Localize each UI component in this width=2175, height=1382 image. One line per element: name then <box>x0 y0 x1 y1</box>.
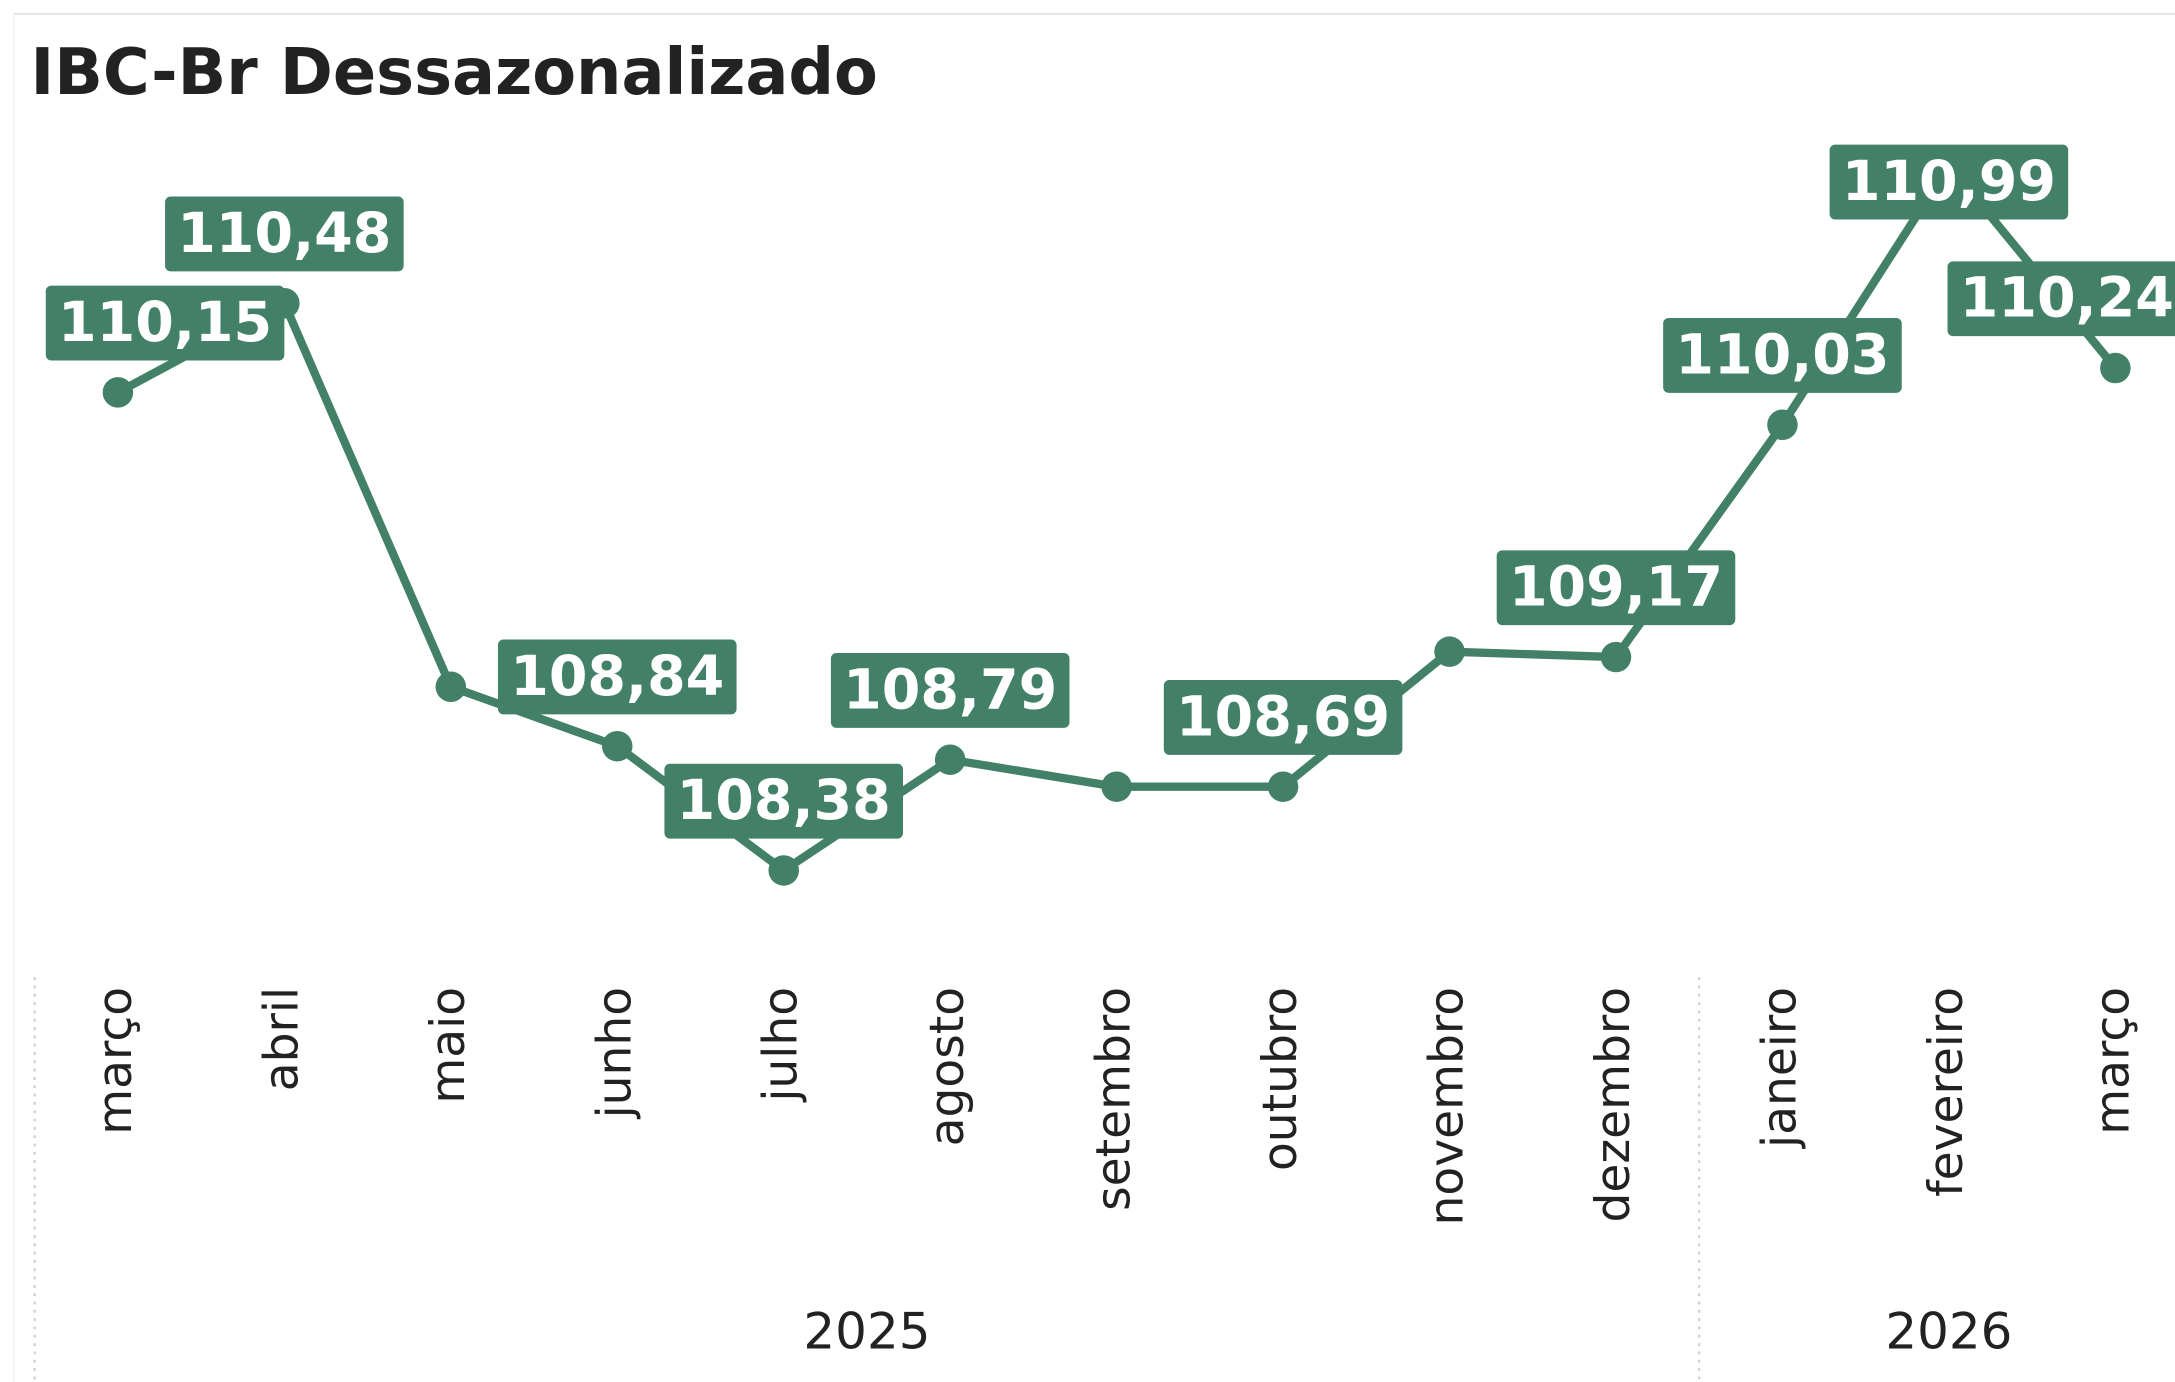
x-tick-label: janeiro <box>1752 987 1807 1149</box>
point <box>1600 641 1632 673</box>
point <box>602 730 633 762</box>
x-tick-label: fevereiro <box>1919 987 1974 1197</box>
x-tick-label: março <box>2085 987 2140 1135</box>
data-label-box <box>1663 318 1902 393</box>
data-label: 109,17 <box>1509 556 1723 620</box>
point <box>1767 409 1798 441</box>
data-label: 110,03 <box>1675 323 1889 387</box>
data-label: 108,79 <box>843 658 1057 722</box>
group-label: 2025 <box>803 1302 930 1360</box>
data-label-box <box>830 652 1070 728</box>
data-label-box <box>664 763 904 839</box>
point <box>1434 636 1465 667</box>
point <box>1267 771 1299 802</box>
x-tick-label: março <box>88 987 143 1135</box>
data-label-box <box>497 639 737 715</box>
data-label: 110,15 <box>58 291 272 355</box>
x-tick-label: agosto <box>920 987 975 1146</box>
data-label: 108,84 <box>510 645 724 709</box>
data-label-box <box>165 196 404 272</box>
point <box>2100 352 2131 384</box>
data-label: 110,99 <box>1842 150 2056 214</box>
line <box>115 161 2119 875</box>
x-tick-label: maio <box>421 987 476 1104</box>
point <box>934 744 966 775</box>
data-label-box <box>1163 679 1403 755</box>
point <box>102 377 134 408</box>
data-label: 110,48 <box>177 202 391 266</box>
data-label: 108,38 <box>677 769 891 833</box>
group-label: 2026 <box>1885 1302 2012 1360</box>
data-label-box <box>1947 261 2175 337</box>
x-tick-label: abril <box>254 987 309 1091</box>
point <box>1101 771 1132 802</box>
x-tick-label: junho <box>587 987 642 1119</box>
data-label: 108,69 <box>1176 685 1390 749</box>
data-label: 110,24 <box>1960 267 2174 331</box>
x-tick-label: setembro <box>1087 987 1142 1211</box>
data-label-box <box>45 285 285 361</box>
x-tick-label: outubro <box>1253 987 1308 1171</box>
x-tick-label: julho <box>754 987 809 1103</box>
data-label-box <box>1829 144 2069 220</box>
point <box>435 671 467 703</box>
data-label-box <box>1496 550 1736 626</box>
chart-title: IBC-Br Dessazonalizado <box>31 36 878 110</box>
point <box>768 855 799 886</box>
x-tick-label: novembro <box>1420 987 1475 1225</box>
x-tick-label: dezembro <box>1586 987 1641 1223</box>
